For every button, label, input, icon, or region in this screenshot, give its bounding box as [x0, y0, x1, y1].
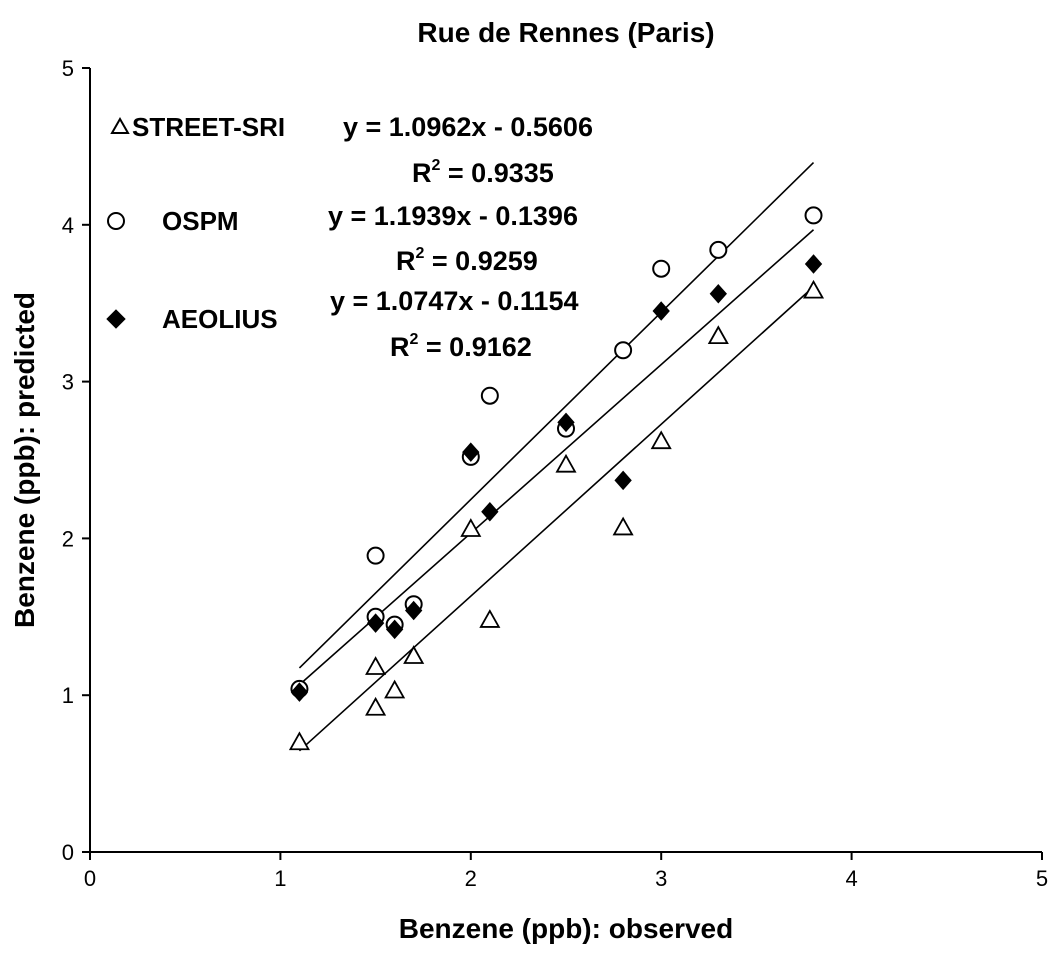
x-tick-label: 0: [84, 866, 96, 891]
data-point-aeolius: [385, 619, 404, 640]
data-point-street-sri: [479, 609, 501, 628]
legend-label-street-sri: STREET-SRI: [132, 112, 285, 142]
x-tick-label: 2: [465, 866, 477, 891]
y-axis-label: Benzene (ppb): predicted: [9, 292, 40, 628]
data-point-street-sri: [403, 645, 425, 664]
data-point-street-sri: [365, 656, 387, 675]
legend-marker-ospm: [107, 212, 125, 230]
data-point-street-sri: [460, 518, 482, 537]
data-point-aeolius: [614, 470, 632, 491]
fit-line-street-sri: [298, 286, 815, 752]
data-point-aeolius: [652, 301, 670, 321]
data-point-ospm: [709, 240, 728, 259]
x-tick-label: 1: [274, 866, 286, 891]
data-point-aeolius: [557, 412, 575, 433]
data-point-ospm: [804, 206, 823, 225]
equation-aeolius: y = 1.0747x - 0.1154: [330, 286, 578, 316]
y-tick-label: 2: [62, 526, 74, 551]
chart-title: Rue de Rennes (Paris): [417, 17, 714, 48]
data-point-street-sri: [365, 696, 387, 716]
y-tick-label: 3: [62, 370, 74, 395]
data-point-street-sri: [650, 430, 672, 450]
y-tick-label: 0: [62, 840, 74, 865]
data-point-street-sri: [802, 279, 825, 299]
data-point-street-sri: [612, 516, 634, 536]
data-point-aeolius: [405, 600, 423, 621]
y-tick-label: 1: [62, 683, 74, 708]
r2-ospm: R2 = 0.9259: [396, 245, 538, 276]
data-point-ospm: [366, 546, 385, 565]
legend-marker-aeolius: [106, 309, 126, 329]
x-tick-label: 3: [655, 866, 667, 891]
data-point-ospm: [480, 386, 499, 405]
data-point-aeolius: [462, 442, 480, 462]
x-tick-label: 5: [1036, 866, 1048, 891]
data-point-ospm: [614, 341, 633, 360]
x-axis-label: Benzene (ppb): observed: [399, 913, 733, 944]
x-tick-label: 4: [845, 866, 857, 891]
y-tick-label: 4: [62, 213, 74, 238]
y-tick-label: 5: [62, 56, 74, 81]
data-points: [288, 206, 825, 751]
data-point-street-sri: [288, 731, 310, 751]
data-point-aeolius: [290, 682, 309, 702]
data-point-aeolius: [481, 501, 499, 522]
legend: STREET-SRI OSPM AEOLIUS: [106, 112, 285, 334]
fit-line-ospm: [298, 161, 815, 669]
legend-marker-street-sri: [110, 116, 130, 134]
axes: [89, 68, 1042, 853]
data-point-street-sri: [555, 453, 577, 473]
r2-aeolius: R2 = 0.9162: [390, 331, 532, 362]
data-point-street-sri: [384, 679, 406, 699]
r2-street-sri: R2 = 0.9335: [412, 157, 554, 188]
ticks: 0 1 2 3 4 5 0 1 2 3 4 5: [62, 56, 1048, 891]
fit-line-aeolius: [298, 229, 815, 686]
legend-label-aeolius: AEOLIUS: [162, 304, 278, 334]
legend-label-ospm: OSPM: [162, 206, 239, 236]
data-point-street-sri: [707, 325, 729, 345]
data-point-ospm: [652, 259, 671, 278]
fit-equations: y = 1.0962x - 0.5606 R2 = 0.9335 y = 1.1…: [328, 112, 593, 362]
equation-ospm: y = 1.1939x - 0.1396: [328, 201, 578, 231]
data-point-aeolius: [804, 254, 823, 274]
equation-street-sri: y = 1.0962x - 0.5606: [343, 112, 593, 142]
data-point-aeolius: [366, 613, 385, 633]
data-point-aeolius: [709, 284, 727, 304]
